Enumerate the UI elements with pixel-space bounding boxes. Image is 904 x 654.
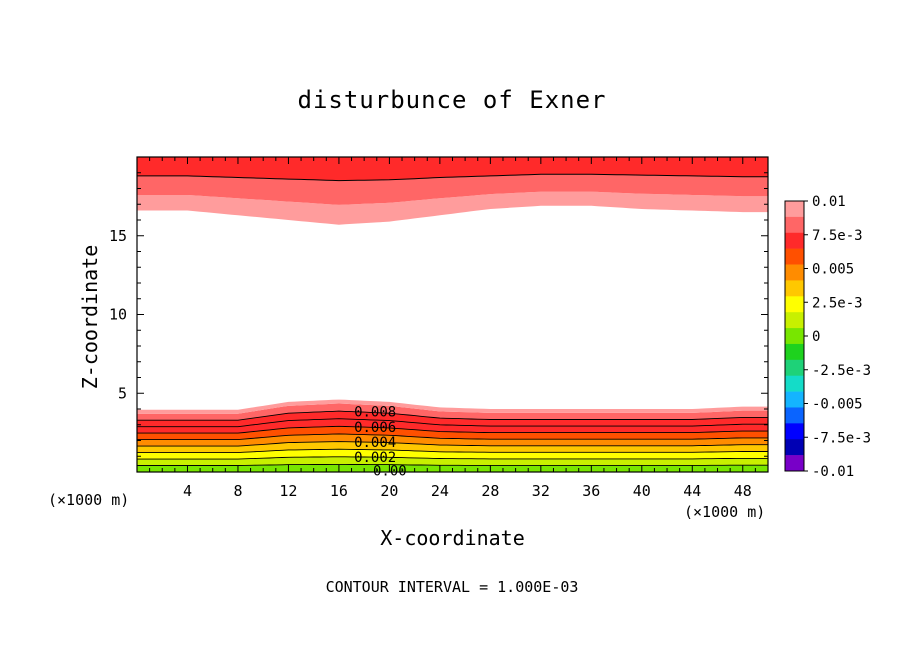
x-tick-label: 12 (279, 482, 297, 500)
colorbar-swatch (785, 312, 804, 329)
colorbar-label: -0.005 (812, 397, 863, 413)
contour-lines (137, 173, 768, 466)
lower-band-2 (137, 411, 768, 427)
axis-ticks (137, 157, 768, 472)
y-unit-label: (×1000 m) (48, 491, 130, 509)
x-tick-label: 20 (380, 482, 398, 500)
colorbar-label: 0.005 (812, 262, 854, 278)
upper-band-mid (137, 174, 768, 205)
lower-band-3 (137, 418, 768, 434)
colorbar-swatch (785, 264, 804, 281)
lower-contour-line (137, 456, 768, 460)
chart-title: disturbunce of Exner (297, 86, 607, 114)
colorbar-swatch (785, 391, 804, 408)
lower-band-1 (137, 403, 768, 421)
x-tick-label: 24 (431, 482, 449, 500)
colorbar-swatch (785, 375, 804, 392)
colorbar-label: 7.5e-3 (812, 228, 863, 244)
colorbar-swatch (785, 328, 804, 345)
y-axis-label: Z-coordinate (78, 244, 102, 390)
colorbar-label: 2.5e-3 (812, 295, 863, 311)
x-tick-label: 28 (481, 482, 499, 500)
x-tick-label: 16 (330, 482, 348, 500)
colorbar-swatch (785, 248, 804, 265)
colorbar-swatch (785, 439, 804, 456)
colorbar-swatch (785, 343, 804, 361)
lower-contour-line (137, 448, 768, 454)
y-tick-label: 15 (109, 227, 127, 245)
lower-contour-line (137, 463, 768, 466)
colorbar-swatch (785, 232, 804, 249)
colorbar-swatch (785, 280, 804, 297)
contour-label: 0.002 (354, 450, 396, 466)
lower-band-4 (137, 426, 768, 440)
contour-interval-note: CONTOUR INTERVAL = 1.000E-03 (325, 578, 579, 596)
colorbar-label: -2.5e-3 (812, 363, 871, 379)
colorbar-label: -7.5e-3 (812, 430, 871, 446)
x-tick-label: 44 (683, 482, 701, 500)
contour-label: 0.008 (354, 405, 396, 421)
x-tick-label: 8 (233, 482, 242, 500)
y-tick-labels: 5 10 15 (109, 227, 127, 403)
lower-contour-line (137, 418, 768, 428)
lower-contour-line (137, 433, 768, 441)
upper-band-inner (137, 157, 768, 181)
lower-contour-line (137, 410, 768, 421)
lower-contour-line (137, 425, 768, 434)
contour-fills (137, 157, 768, 472)
x-axis-label: X-coordinate (380, 526, 525, 550)
y-tick-label: 5 (118, 384, 127, 402)
colorbar (784, 200, 805, 472)
colorbar-swatch (785, 407, 804, 424)
colorbar-swatch (785, 216, 804, 234)
colorbar-label: 0.01 (812, 194, 846, 210)
colorbar-label: -0.01 (812, 464, 854, 480)
contour-label: 0.004 (354, 435, 396, 451)
x-tick-label: 32 (532, 482, 550, 500)
x-tick-label: 36 (582, 482, 600, 500)
y-tick-label: 10 (109, 306, 127, 324)
lower-band-5 (137, 433, 768, 447)
x-tick-label: 48 (734, 482, 752, 500)
colorbar-label: 0 (812, 329, 820, 345)
x-tick-label: 4 (183, 482, 192, 500)
x-tick-labels: 4 8 12 16 20 24 28 32 36 40 44 48 (183, 482, 752, 500)
contour-label: 0.006 (354, 420, 396, 436)
colorbar-swatch (785, 201, 804, 218)
colorbar-labels: 0.01 7.5e-3 0.005 2.5e-3 0 -2.5e-3 -0.005 -7.5e… (804, 194, 871, 480)
lower-band-7 (137, 449, 768, 460)
x-tick-label: 40 (633, 482, 651, 500)
lower-band-outer (137, 399, 768, 414)
colorbar-swatch (785, 296, 804, 313)
x-unit-label: (×1000 m) (684, 503, 766, 521)
colorbar-swatch (785, 359, 804, 377)
upper-band-outer (137, 191, 768, 225)
lower-contour-line (137, 441, 768, 447)
colorbar-swatch (785, 455, 804, 472)
colorbar-swatch (785, 423, 804, 440)
upper-contour-line (137, 173, 768, 182)
